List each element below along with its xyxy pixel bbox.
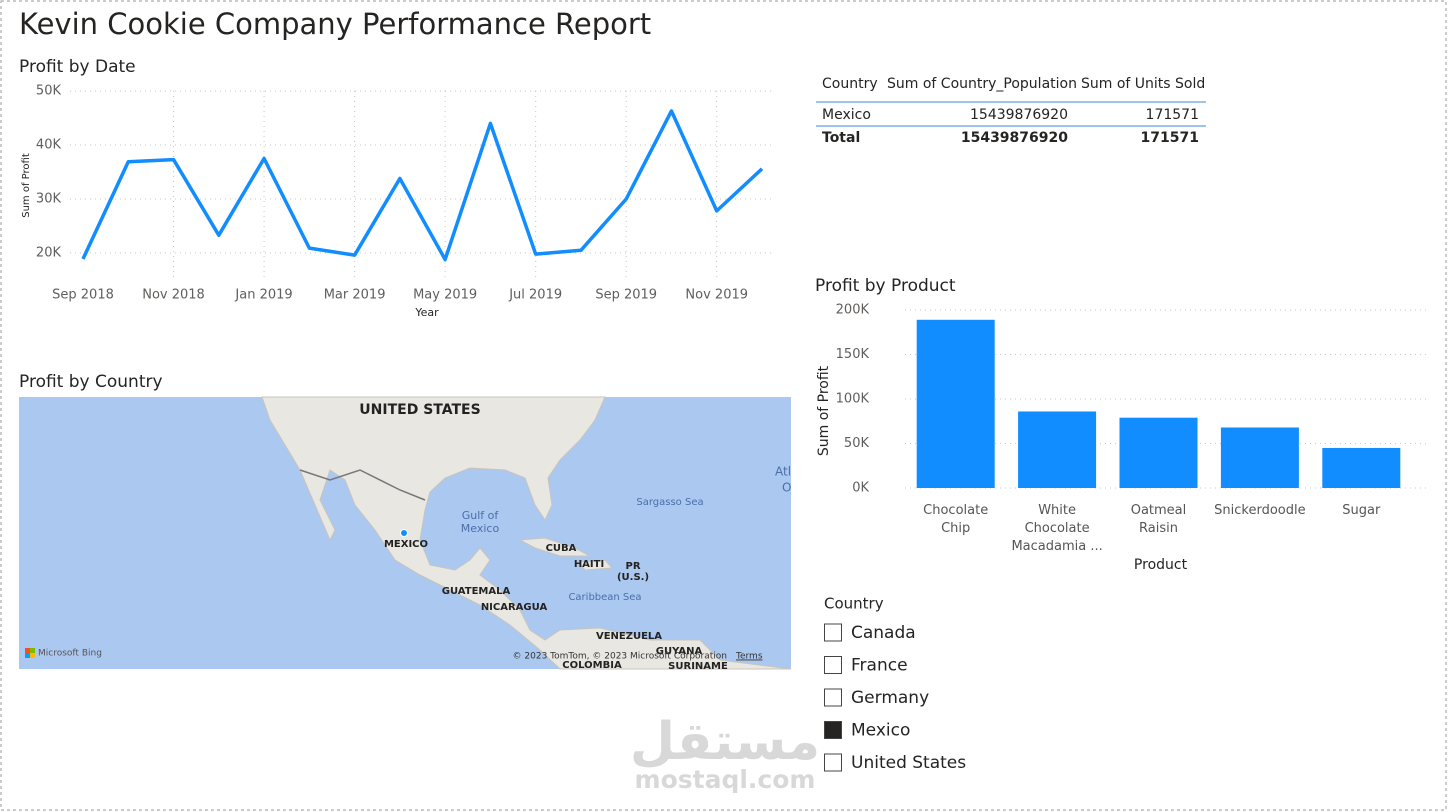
x-tick-label: Nov 2018: [142, 288, 205, 303]
x-tick-label: Sugar: [1342, 503, 1381, 518]
table-header: Country: [822, 76, 878, 92]
map-label: MEXICO: [384, 539, 428, 550]
x-axis-title: Product: [1134, 557, 1188, 573]
map-land: [261, 396, 792, 670]
chart-title: Profit by Date: [19, 57, 136, 77]
y-tick-label: 100K: [836, 392, 870, 407]
map-bubble[interactable]: [400, 529, 408, 537]
map-label: UNITED STATES: [359, 402, 480, 418]
map-title: Profit by Country: [19, 372, 163, 392]
table-cell: 171571: [1146, 107, 1199, 123]
x-axis-title: Year: [414, 306, 439, 319]
x-tick-label: Nov 2019: [685, 288, 748, 303]
watermark: مستقل: [630, 712, 820, 772]
bar[interactable]: [916, 319, 995, 488]
y-tick-label: 150K: [836, 347, 870, 362]
table-cell: Mexico: [822, 107, 871, 123]
bing-logo: [30, 648, 35, 653]
map-attribution: © 2023 TomTom, © 2023 Microsoft Corporat…: [513, 652, 727, 662]
map-label: Atl: [775, 465, 791, 479]
x-tick-label: Jan 2019: [234, 288, 292, 303]
map-label: CUBA: [546, 543, 577, 554]
map-label: GUATEMALA: [442, 586, 511, 597]
watermark: mostaql.com: [635, 765, 816, 794]
table-total: Total: [822, 130, 860, 146]
map-label: COLOMBIA: [562, 660, 622, 671]
x-tick-label: White Chocolate Macadamia ...: [1011, 503, 1103, 554]
bar[interactable]: [1322, 447, 1401, 488]
y-axis-title: Sum of Profit: [21, 153, 32, 218]
table-header: Sum of Country_Population: [887, 76, 1077, 92]
map[interactable]: UNITED STATES Gulf of Mexico Sargasso Se…: [19, 396, 792, 672]
slicer-item[interactable]: United States: [851, 753, 966, 773]
y-axis-title: Sum of Profit: [816, 365, 832, 456]
map-bing: Microsoft Bing: [38, 649, 102, 659]
table-total: 171571: [1141, 130, 1199, 146]
checkbox[interactable]: [824, 656, 842, 674]
x-tick-label: Oatmeal Raisin: [1130, 503, 1187, 536]
bar[interactable]: [1018, 411, 1097, 488]
x-tick-label: Chocolate Chip: [923, 503, 989, 536]
y-tick-label: 0K: [852, 481, 869, 496]
map-label: PR: [625, 561, 640, 572]
slicer-title: Country: [824, 595, 884, 613]
bar[interactable]: [1220, 427, 1299, 488]
map-label: O: [782, 481, 791, 495]
y-tick-label: 40K: [36, 138, 62, 153]
bing-logo: [30, 653, 35, 658]
y-tick-label: 30K: [36, 192, 62, 207]
report-title: Kevin Cookie Company Performance Report: [19, 7, 651, 41]
x-tick-label: Snickerdoodle: [1214, 503, 1306, 518]
bar[interactable]: [1119, 417, 1198, 488]
map-label: VENEZUELA: [596, 631, 662, 642]
table-total: 15439876920: [961, 130, 1068, 146]
y-tick-label: 50K: [36, 84, 62, 99]
table-cell: 15439876920: [970, 107, 1068, 123]
table-header: Sum of Units Sold: [1081, 76, 1205, 92]
map-label: SURINAME: [668, 661, 728, 672]
y-tick-label: 50K: [844, 436, 870, 451]
chart-title: Profit by Product: [815, 276, 956, 296]
x-tick-label: Sep 2019: [595, 288, 657, 303]
bing-logo: [25, 648, 30, 653]
map-land: [518, 537, 591, 557]
bing-logo: [25, 653, 30, 658]
x-tick-label: Jul 2019: [508, 288, 562, 303]
map-label: NICARAGUA: [481, 602, 548, 613]
map-label: Gulf of: [462, 509, 500, 522]
map-label: HAITI: [574, 559, 604, 570]
map-land: [576, 559, 614, 571]
slicer-item[interactable]: Germany: [851, 688, 929, 708]
y-tick-label: 200K: [836, 303, 870, 318]
map-terms[interactable]: Terms: [735, 652, 763, 662]
map-label: Caribbean Sea: [568, 592, 641, 603]
map-label: Mexico: [461, 522, 500, 535]
x-tick-label: Mar 2019: [324, 288, 386, 303]
slicer-item[interactable]: France: [851, 656, 908, 676]
map-border: [299, 469, 426, 501]
checkbox[interactable]: [824, 688, 842, 707]
map-label: Sargasso Sea: [636, 497, 703, 508]
map-label: GUYANA: [656, 646, 703, 657]
checkbox[interactable]: [824, 623, 842, 642]
checkbox[interactable]: [824, 721, 842, 739]
checkbox[interactable]: [824, 753, 842, 772]
slicer-item[interactable]: Canada: [851, 623, 916, 643]
y-tick-label: 20K: [36, 246, 62, 261]
x-tick-label: May 2019: [413, 288, 477, 303]
x-tick-label: Sep 2018: [52, 288, 114, 303]
slicer-item[interactable]: Mexico: [851, 721, 910, 741]
map-label: (U.S.): [617, 572, 649, 583]
line: [81, 109, 764, 262]
